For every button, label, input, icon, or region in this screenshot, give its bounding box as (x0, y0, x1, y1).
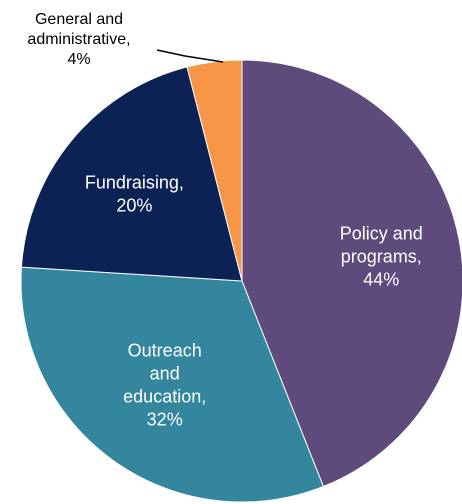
slice-label-line: 44% (363, 270, 399, 290)
pie-slice-outreach-and-education (20, 266, 325, 503)
slice-label-line: 4% (67, 51, 90, 68)
pie-slice-policy-and-programs (241, 59, 462, 488)
pie-slice-fundraising (20, 66, 243, 282)
slice-label-policy-and-programs: Policy and programs, 44% (340, 224, 423, 290)
slice-label-line: Outreach (128, 341, 202, 361)
slice-label-line: 20% (116, 196, 152, 216)
pie-slices (20, 59, 462, 503)
slice-label-line: administrative, (27, 31, 130, 48)
pie-slice-general-and-administrative (186, 59, 243, 282)
slice-label-general-and-administrative: General and administrative, 4% (27, 11, 130, 68)
slice-label-line: General and (35, 11, 123, 28)
slice-label-fundraising: Fundraising, 20% (85, 173, 184, 216)
leader-line-general-and-administrative (156, 49, 224, 63)
slice-label-line: programs, (341, 247, 422, 267)
slice-label-line: Fundraising, (85, 173, 184, 193)
slice-label-outreach-and-education: Outreach and education, 32% (123, 341, 206, 430)
leader-lines (156, 49, 224, 63)
slice-label-line: education, (123, 387, 206, 407)
slice-label-line: and (150, 364, 180, 384)
slice-labels: Policy and programs, 44% Outreach and educati… (27, 11, 422, 430)
slice-label-line: 32% (147, 410, 183, 430)
slice-label-line: Policy and (340, 224, 423, 244)
